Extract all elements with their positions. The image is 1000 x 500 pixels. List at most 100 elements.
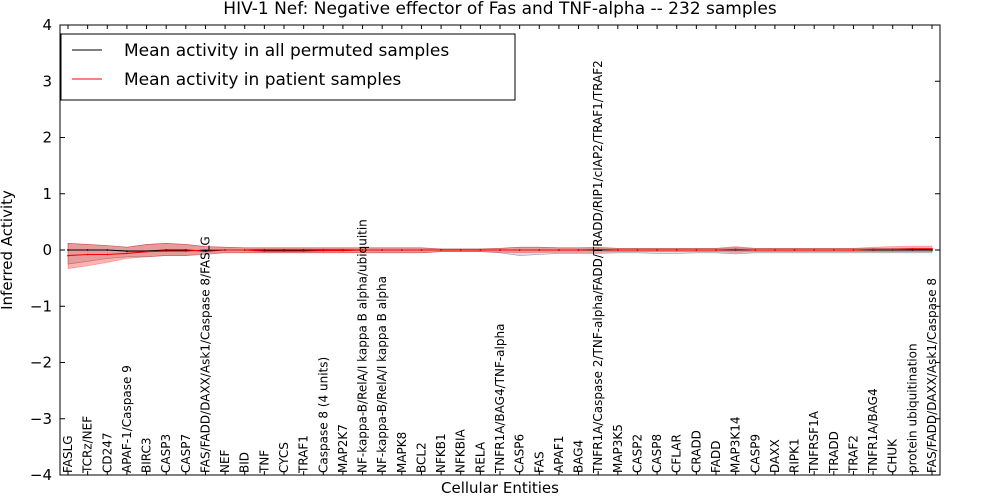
point-series-1-0 — [67, 254, 69, 257]
point-series-1-41 — [872, 248, 874, 251]
point-series-1-5 — [165, 250, 168, 253]
x-tick-label-19: NFKB1 — [434, 433, 448, 473]
chart-title: HIV-1 Nef: Negative effector of Fas and … — [223, 0, 777, 19]
x-tick-label-15: NF-kappa-B/RelA/I kappa B alpha/ubiquiti… — [356, 219, 370, 473]
x-tick-label-40: TRAF2 — [847, 435, 861, 474]
point-series-1-10 — [263, 250, 266, 253]
x-tick-label-34: MAP3K14 — [729, 416, 743, 473]
x-axis-ticks: FASLG TCRz/NEF CD247 APAF-1/Caspase 9 BIRC3 C… — [61, 25, 939, 475]
point-series-1-27 — [597, 248, 600, 251]
x-tick-label-39: TRADD — [827, 431, 841, 474]
point-series-1-9 — [243, 249, 246, 251]
point-series-1-7 — [204, 249, 207, 251]
x-tick-label-37: RIPK1 — [788, 438, 802, 473]
point-series-0-2 — [106, 249, 109, 251]
point-series-1-12 — [302, 250, 305, 253]
point-series-1-40 — [852, 249, 855, 251]
point-series-1-36 — [774, 249, 776, 251]
point-series-1-33 — [715, 249, 717, 251]
x-tick-label-8: NEF — [218, 449, 232, 473]
x-tick-label-43: protein ubiquitination — [905, 343, 919, 473]
x-tick-label-17: MAPK8 — [395, 432, 409, 473]
point-series-1-31 — [675, 249, 678, 251]
point-series-1-43 — [911, 248, 914, 250]
x-tick-label-4: BIRC3 — [140, 437, 154, 473]
point-series-1-11 — [283, 250, 285, 253]
x-tick-label-3: APAF-1/Caspase 9 — [120, 365, 134, 473]
point-series-1-1 — [86, 253, 89, 256]
point-series-1-3 — [126, 252, 128, 255]
y-tick-label-8: −4 — [30, 466, 52, 484]
point-series-0-1 — [86, 249, 89, 251]
x-tick-label-1: TCRz/NEF — [81, 416, 95, 474]
x-tick-label-6: CASP7 — [179, 434, 193, 473]
x-tick-label-42: CHUK — [886, 438, 900, 473]
legend-label-patient: Mean activity in patient samples — [124, 70, 401, 90]
x-tick-label-44: FAS/FADD/DAXX/Ask1/Caspase 8 — [925, 278, 939, 473]
point-series-1-13 — [322, 249, 325, 252]
point-series-1-21 — [479, 249, 482, 251]
point-series-1-19 — [440, 249, 442, 251]
point-series-1-25 — [558, 249, 560, 251]
x-tick-label-28: MAP3K5 — [611, 424, 625, 473]
x-tick-label-9: BID — [238, 452, 252, 473]
y-tick-label-6: −2 — [30, 354, 52, 372]
legend-label-permuted: Mean activity in all permuted samples — [124, 41, 449, 61]
x-tick-label-27: TNFR1A/Caspase 2/TNF-alpha/FADD/TRADD/RI… — [591, 60, 605, 474]
x-tick-label-36: DAXX — [768, 439, 782, 473]
point-series-1-34 — [734, 248, 737, 251]
legend-box — [60, 33, 516, 101]
point-series-1-20 — [459, 249, 462, 251]
x-tick-label-2: CD247 — [100, 432, 114, 473]
point-series-1-35 — [754, 249, 757, 251]
x-tick-label-22: TNFR1A/BAG4/TNF-alpha — [493, 324, 507, 474]
y-tick-label-4: 0 — [42, 241, 52, 259]
x-tick-label-32: CRADD — [689, 430, 703, 473]
point-series-1-32 — [695, 249, 698, 251]
x-tick-label-7: FAS/FADD/DAXX/Ask1/Caspase 8/FASLG — [199, 236, 213, 473]
point-series-1-18 — [420, 249, 423, 251]
y-tick-label-5: −1 — [30, 297, 52, 315]
x-tick-label-24: FAS — [532, 451, 546, 473]
series-lines — [67, 248, 933, 257]
point-series-1-8 — [224, 249, 227, 251]
x-tick-label-18: BCL2 — [415, 442, 429, 473]
point-series-1-23 — [518, 249, 521, 251]
y-tick-label-0: 4 — [42, 16, 52, 34]
x-tick-label-10: TNF — [257, 450, 271, 474]
point-series-1-37 — [793, 249, 796, 251]
y-axis-label: Inferred Activity — [0, 190, 16, 310]
x-tick-label-5: CASP3 — [159, 434, 173, 473]
x-tick-label-12: TRAF1 — [297, 435, 311, 474]
point-series-1-38 — [813, 249, 816, 251]
point-series-0-0 — [67, 249, 69, 251]
point-series-1-44 — [931, 248, 933, 250]
point-series-1-28 — [616, 249, 619, 251]
point-series-1-17 — [400, 249, 403, 251]
legend: Mean activity in all permuted samples Me… — [60, 33, 516, 101]
band-series-0 — [67, 242, 933, 265]
x-tick-label-31: CFLAR — [670, 434, 684, 473]
x-tick-label-25: APAF1 — [552, 436, 566, 473]
x-tick-label-33: FADD — [709, 441, 723, 474]
x-tick-label-21: RELA — [473, 441, 487, 473]
point-series-1-29 — [636, 249, 639, 251]
point-series-0-3 — [126, 250, 128, 253]
x-tick-label-30: CASP8 — [650, 434, 664, 473]
point-series-1-2 — [106, 253, 109, 256]
x-tick-label-26: BAG4 — [572, 440, 586, 473]
x-tick-label-35: CASP9 — [748, 434, 762, 473]
point-series-1-16 — [381, 249, 384, 251]
y-tick-label-7: −3 — [30, 410, 52, 428]
point-series-1-42 — [891, 248, 894, 251]
point-series-1-15 — [361, 249, 364, 251]
point-series-1-26 — [577, 249, 580, 251]
point-series-1-24 — [538, 249, 541, 251]
x-tick-label-16: NF-kappa-B/RelA/I kappa B alpha — [375, 276, 389, 473]
y-axis-ticks: 4 3 2 1 0 −1 −2 −3 −4 — [30, 16, 940, 484]
x-tick-label-29: CASP2 — [631, 434, 645, 473]
x-tick-label-11: CYCS — [277, 442, 291, 473]
point-series-1-14 — [342, 249, 344, 252]
y-tick-label-1: 3 — [42, 72, 52, 90]
